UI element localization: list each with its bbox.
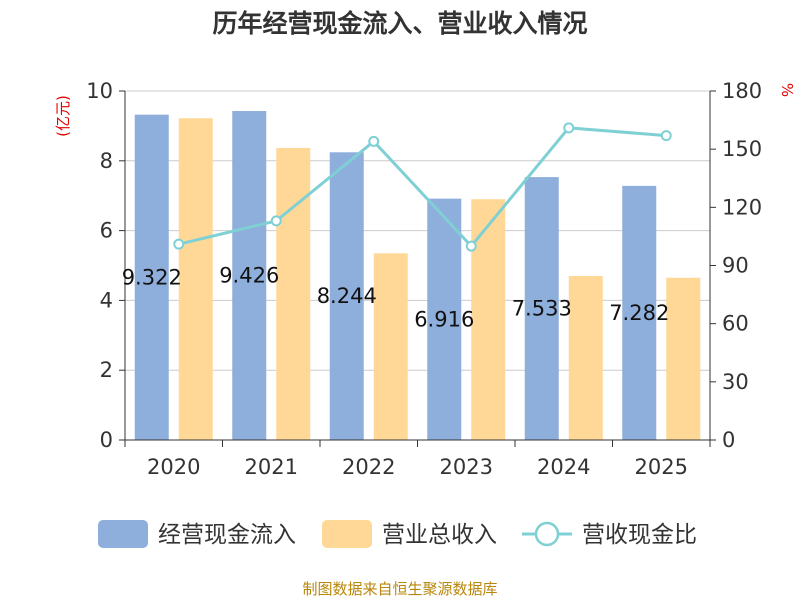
- left-axis-unit: (亿元): [54, 95, 72, 137]
- right-tick-label: 30: [722, 370, 749, 394]
- bar-营业总收入-2022: [373, 253, 408, 440]
- line-point-2020: [173, 238, 185, 250]
- legend-label: 经营现金流入: [158, 522, 296, 548]
- x-tick-label: 2025: [635, 455, 688, 479]
- x-tick-label: 2020: [147, 455, 200, 479]
- bar-经营现金流入-2022: [329, 152, 364, 440]
- bar-营业总收入-2025: [666, 277, 701, 440]
- data-label: 9.322: [122, 265, 182, 289]
- bar-series: [134, 111, 701, 441]
- line-point-2025: [660, 130, 672, 142]
- line-point-2022: [368, 135, 380, 147]
- data-label: 6.916: [414, 307, 474, 331]
- bar-营业总收入-2024: [568, 275, 603, 440]
- left-tick-label: 6: [100, 219, 113, 243]
- right-tick-label: 90: [722, 254, 749, 278]
- line-point-2024: [563, 122, 575, 134]
- line-series: [173, 122, 672, 252]
- right-tick-label: 60: [722, 312, 749, 336]
- data-label: 9.426: [219, 264, 279, 288]
- x-tick-label: 2022: [342, 455, 395, 479]
- legend-label: 营收现金比: [582, 522, 697, 548]
- data-label: 7.533: [512, 297, 572, 321]
- data-label: 8.244: [317, 284, 377, 308]
- bar-营业总收入-2020: [178, 118, 213, 441]
- line-营收现金比: [178, 126, 667, 249]
- chart-title: 历年经营现金流入、营业收入情况: [212, 9, 588, 38]
- line-point-2021: [270, 215, 282, 227]
- bar-经营现金流入-2023: [427, 198, 462, 440]
- bar-经营现金流入-2021: [232, 111, 267, 441]
- legend-label: 营业总收入: [382, 522, 497, 548]
- legend-swatch: [98, 520, 148, 548]
- x-tick-label: 2023: [440, 455, 493, 479]
- legend: 经营现金流入 营业总收入 营收现金比: [98, 520, 697, 548]
- line-point-2023: [465, 240, 477, 252]
- left-tick-label: 0: [100, 428, 113, 452]
- left-tick-label: 10: [86, 79, 113, 103]
- left-tick-label: 2: [100, 358, 113, 382]
- right-tick-label: 150: [722, 137, 762, 161]
- bar-经营现金流入-2025: [622, 185, 657, 440]
- right-axis-unit: %: [778, 83, 796, 97]
- data-labels: 9.322 9.426 8.244 6.916 7.533 7.282: [122, 264, 670, 332]
- legend-swatch-marker: [534, 521, 560, 547]
- grid-lines: [125, 90, 710, 371]
- x-tick-label: 2024: [537, 455, 590, 479]
- left-tick-label: 8: [100, 149, 113, 173]
- bar-营业总收入-2021: [276, 147, 311, 440]
- footer-source: 制图数据来自恒生聚源数据库: [302, 580, 498, 598]
- axes: 0 2 4 6 8 10 0 30 60 90 120 150 180 2020 2021 2022 2023 2…: [86, 79, 762, 479]
- bar-营业总收入-2023: [471, 199, 506, 440]
- bar-经营现金流入-2020: [134, 114, 169, 440]
- bar-经营现金流入-2024: [524, 177, 559, 440]
- legend-swatch: [322, 520, 372, 548]
- data-label: 7.282: [609, 301, 669, 325]
- right-tick-label: 0: [722, 428, 735, 452]
- right-tick-label: 180: [722, 79, 762, 103]
- left-tick-label: 4: [100, 288, 113, 312]
- right-tick-label: 120: [722, 195, 762, 219]
- x-tick-label: 2021: [245, 455, 298, 479]
